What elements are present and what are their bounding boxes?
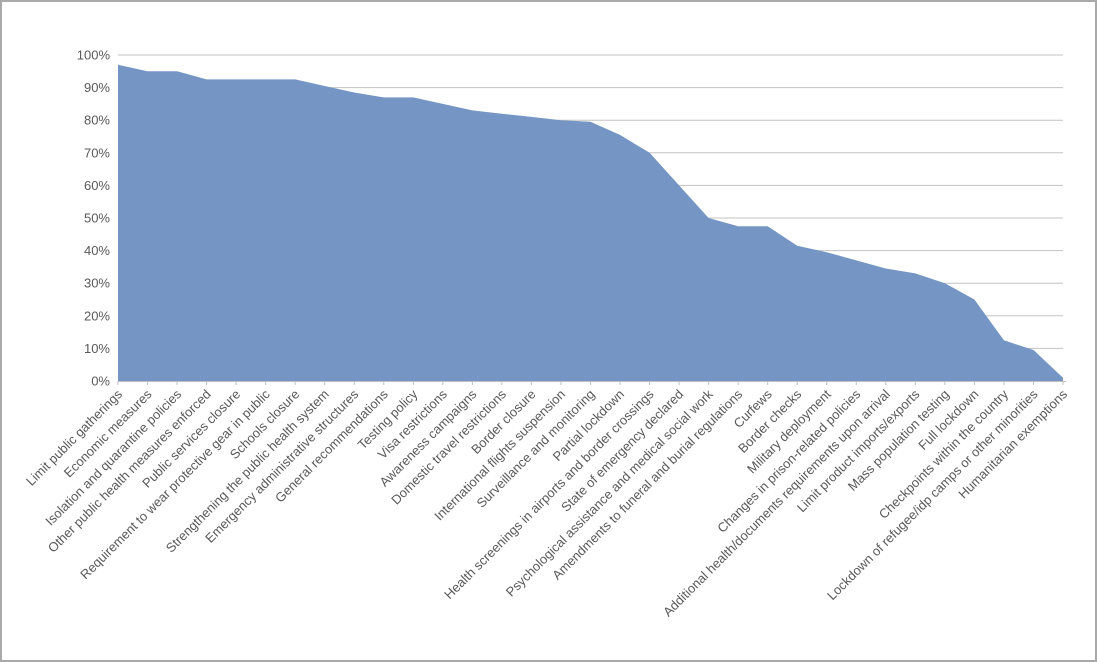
y-axis-tick-label: 60% [84, 178, 110, 193]
y-axis-tick-label: 50% [84, 211, 110, 226]
y-axis-tick-label: 30% [84, 276, 110, 291]
y-axis-tick-label: 80% [84, 113, 110, 128]
y-axis-tick-label: 10% [84, 341, 110, 356]
area-series-shape [118, 64, 1063, 382]
y-axis-tick-label: 100% [77, 48, 111, 63]
y-axis-tick-label: 70% [84, 145, 110, 160]
y-axis-tick-label: 0% [91, 374, 110, 389]
y-axis-tick-label: 20% [84, 308, 110, 323]
y-axis-tick-label: 40% [84, 243, 110, 258]
y-axis-tick-label: 90% [84, 80, 110, 95]
